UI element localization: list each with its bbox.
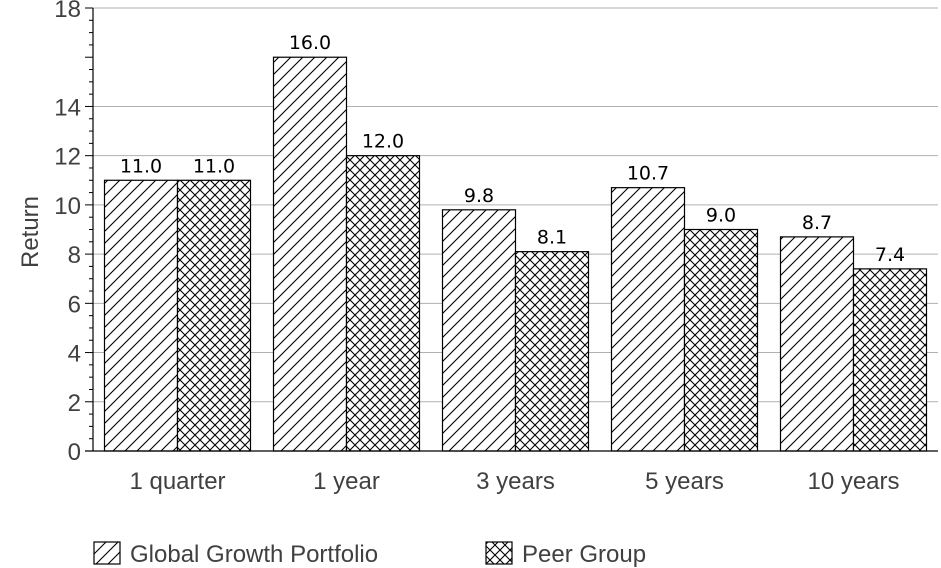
data-label: 9.0 <box>706 205 736 227</box>
y-tick-label: 18 <box>54 0 81 23</box>
y-axis: 0 2 4 6 8 10 12 14 18 <box>54 0 94 466</box>
x-tick-label: 1 year <box>313 468 380 495</box>
legend-label: Global Growth Portfolio <box>130 541 378 568</box>
data-label: 9.8 <box>464 185 494 207</box>
y-tick-label: 2 <box>68 390 81 417</box>
x-tick-label: 5 years <box>645 468 724 495</box>
y-tick-label: 8 <box>68 242 81 269</box>
y-tick-label: 4 <box>68 341 81 368</box>
y-tick-label: 12 <box>54 144 81 171</box>
bar-global-growth-portfolio <box>441 209 517 452</box>
bar-peer-group <box>345 155 421 452</box>
x-tick-label: 1 quarter <box>129 468 225 495</box>
bar-peer-group <box>852 268 928 452</box>
data-label: 12.0 <box>362 131 404 153</box>
y-axis-title: Return <box>17 196 44 268</box>
bar-global-growth-portfolio <box>610 187 686 452</box>
bar-peer-group <box>514 251 590 452</box>
legend-swatch-global-growth-portfolio <box>93 541 121 565</box>
bar-peer-group <box>683 228 759 452</box>
bar-peer-group <box>176 179 252 452</box>
x-axis: 1 quarter 1 year 3 years 5 years 10 years <box>85 450 938 495</box>
bar-global-growth-portfolio <box>103 179 179 452</box>
x-tick-label: 10 years <box>807 468 899 495</box>
bar-global-growth-portfolio <box>272 56 348 452</box>
legend-label: Peer Group <box>522 541 646 568</box>
data-label: 10.7 <box>627 163 669 185</box>
legend-swatch-peer-group <box>485 541 513 565</box>
legend: Global Growth Portfolio Peer Group <box>93 541 646 568</box>
y-tick-label: 6 <box>68 291 81 318</box>
data-label: 16.0 <box>289 32 331 54</box>
data-label: 7.4 <box>875 244 905 266</box>
y-tick-label: 10 <box>54 193 81 220</box>
data-label: 8.1 <box>537 227 567 249</box>
x-tick-label: 3 years <box>476 468 555 495</box>
y-tick-label: 0 <box>68 439 81 466</box>
data-label: 11.0 <box>193 155 235 177</box>
bar-global-growth-portfolio <box>779 236 855 452</box>
bars <box>103 56 928 452</box>
data-label: 8.7 <box>802 212 832 234</box>
data-label: 11.0 <box>120 155 162 177</box>
y-tick-label: 14 <box>54 94 81 121</box>
data-labels: 11.0 11.0 16.0 12.0 9.8 8.1 10.7 9.0 8.7 7.4 <box>120 32 905 266</box>
